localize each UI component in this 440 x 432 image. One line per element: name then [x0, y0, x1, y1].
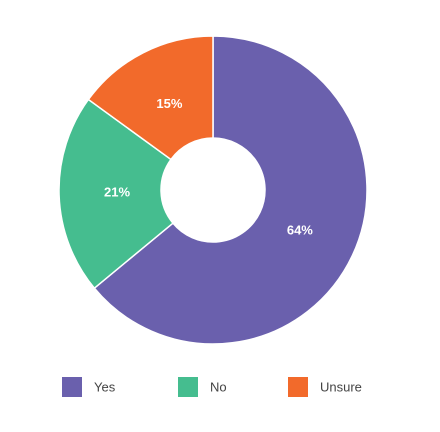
donut-slice	[87, 35, 214, 161]
donut-slice	[93, 35, 368, 345]
donut-slice	[58, 98, 174, 290]
legend-label: Yes	[94, 379, 116, 394]
data-label: 21%	[104, 184, 130, 199]
legend-label: No	[210, 379, 227, 394]
legend-swatch	[288, 377, 308, 397]
legend-swatch	[178, 377, 198, 397]
data-label: 64%	[287, 222, 313, 237]
data-label: 15%	[156, 96, 182, 111]
legend-label: Unsure	[320, 379, 362, 394]
legend-swatch	[62, 377, 82, 397]
